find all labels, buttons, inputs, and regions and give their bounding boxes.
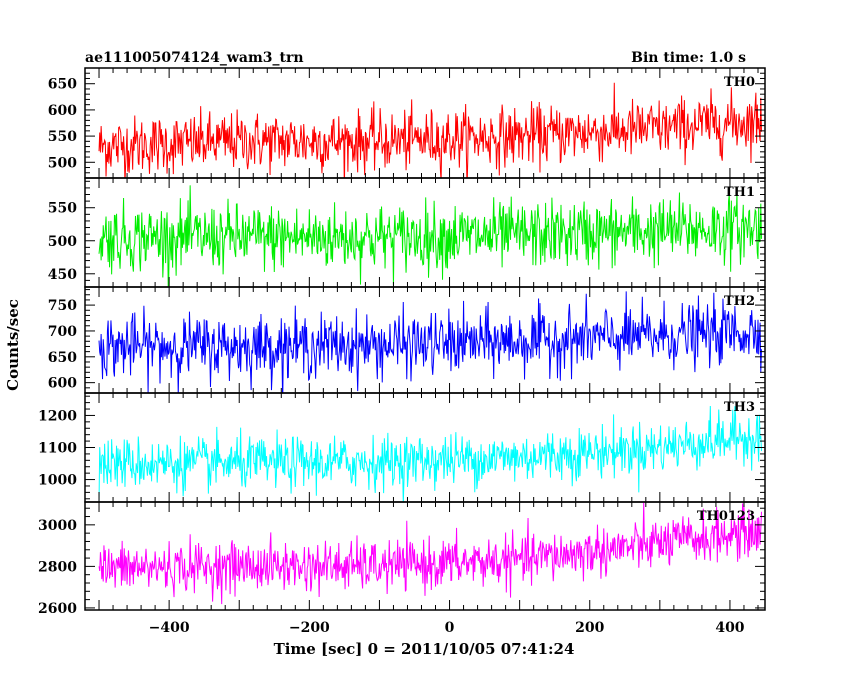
y-tick-label: 550	[48, 201, 77, 217]
x-axis-label: Time [sec] 0 = 2011/10/05 07:41:24	[274, 640, 575, 658]
series-line-th3	[98, 406, 762, 502]
series-line-th1	[98, 185, 762, 287]
y-tick-label: 2800	[38, 559, 77, 575]
y-tick-label: 450	[48, 267, 77, 283]
series-line-th2	[98, 291, 762, 393]
y-tick-label: 750	[48, 298, 77, 314]
panel-th0123: 2600 2800 3000 TH0123	[38, 501, 766, 617]
y-tick-label: 600	[48, 103, 77, 119]
x-tick-label: −400	[149, 620, 190, 636]
series-label-th3: TH3	[724, 400, 755, 415]
series-line-th0123	[98, 502, 762, 605]
series-label-th0: TH0	[724, 75, 755, 90]
y-tick-label: 600	[48, 376, 77, 392]
panel-frame	[84, 501, 766, 611]
y-axis-label: Counts/sec	[4, 299, 22, 391]
y-tick-label: 1200	[38, 408, 77, 424]
y-tick-label: 650	[48, 77, 77, 93]
series-label-th0123: TH0123	[697, 509, 755, 524]
x-tick-label: 0	[445, 620, 455, 636]
panels: 500 550 600 650 TH0 450 500 550 TH1 600 650 700 750 T…	[38, 67, 766, 636]
y-tick-label: 1100	[38, 441, 77, 457]
y-tick-label: 550	[48, 129, 77, 145]
header-title: ae111005074124_wam3_trn	[85, 50, 304, 66]
y-tick-label: 700	[48, 324, 77, 340]
y-tick-label: 2600	[38, 601, 77, 617]
y-tick-label: 3000	[38, 518, 77, 534]
x-tick-label: 200	[575, 620, 604, 636]
series-line-th0	[98, 82, 762, 178]
header-bin-time: Bin time: 1.0 s	[631, 50, 746, 66]
series-label-th1: TH1	[724, 185, 755, 200]
y-tick-label: 650	[48, 350, 77, 366]
series-label-th2: TH2	[724, 294, 755, 309]
y-tick-label: 1000	[38, 473, 77, 489]
y-tick-label: 500	[48, 234, 77, 250]
x-tick-label: 400	[715, 620, 744, 636]
panel-th3: 1000 1100 1200 TH3	[38, 392, 766, 503]
y-tick-label: 500	[48, 155, 77, 171]
x-tick-label: −200	[289, 620, 330, 636]
